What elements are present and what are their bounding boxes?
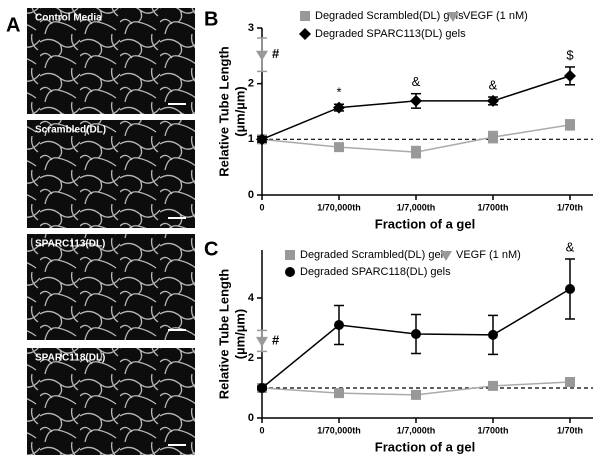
legend-label: Degraded Scrambled(DL) gels xyxy=(300,249,449,261)
marker xyxy=(256,50,268,61)
micrograph xyxy=(27,120,195,228)
y-axis-label: Relative Tube Length xyxy=(216,269,231,400)
legend-label: VEGF (1 nM) xyxy=(456,249,521,261)
annotation: # xyxy=(272,332,280,347)
image-label: SPARC113(DL) xyxy=(35,239,105,250)
marker xyxy=(565,284,575,294)
marker xyxy=(299,28,311,40)
marker xyxy=(411,389,421,400)
marker xyxy=(300,11,310,21)
legend-label: Degraded Scrambled(DL) gels xyxy=(315,10,464,22)
marker xyxy=(411,147,421,158)
annotation: * xyxy=(336,85,341,100)
marker xyxy=(488,132,498,143)
x-tick-label: 1/70,000th xyxy=(317,202,361,212)
panel-label: C xyxy=(204,238,218,260)
marker xyxy=(334,320,344,330)
marker xyxy=(487,94,499,107)
x-tick-label: 1/7,000th xyxy=(397,425,436,435)
y-tick-label: 2 xyxy=(248,352,254,364)
annotation: $ xyxy=(566,47,574,62)
x-axis-label: Fraction of a gel xyxy=(375,439,475,454)
image-label: SPARC118(DL) xyxy=(35,353,105,364)
x-tick-label: 0 xyxy=(259,425,264,435)
marker xyxy=(256,133,268,146)
image-label: Control Media xyxy=(35,13,102,24)
micrograph xyxy=(27,234,195,340)
image-label: Scrambled(DL) xyxy=(35,125,106,136)
marker xyxy=(334,388,344,399)
y-axis-label: Relative Tube Length xyxy=(216,46,231,177)
marker xyxy=(333,101,345,114)
annotation: & xyxy=(489,77,498,92)
y-tick-label: 0 xyxy=(248,412,254,424)
x-axis-label: Fraction of a gel xyxy=(375,216,475,231)
annotation: # xyxy=(272,46,280,61)
marker xyxy=(410,94,422,107)
marker xyxy=(565,377,575,387)
x-tick-label: 1/700th xyxy=(477,202,508,212)
marker xyxy=(488,380,498,391)
legend-label: VEGF (1 nM) xyxy=(463,10,528,22)
annotation: & xyxy=(566,239,575,254)
y-axis-label: (µm/µm) xyxy=(232,309,247,359)
marker xyxy=(488,329,498,340)
micrograph xyxy=(27,348,195,455)
x-tick-label: 0 xyxy=(259,202,264,212)
marker xyxy=(285,250,295,260)
annotation: & xyxy=(412,74,421,89)
marker xyxy=(565,119,575,130)
y-tick-label: 0 xyxy=(248,189,254,201)
marker xyxy=(334,142,344,153)
x-tick-label: 1/7,000th xyxy=(397,202,436,212)
x-tick-label: 1/70,000th xyxy=(317,425,361,435)
micrograph xyxy=(27,8,195,114)
marker xyxy=(256,336,268,347)
x-tick-label: 1/70th xyxy=(557,425,583,435)
legend-label: Degraded SPARC118(DL) gels xyxy=(300,266,451,278)
marker xyxy=(285,267,295,277)
y-axis-label: (µm/µm) xyxy=(232,86,247,136)
marker xyxy=(440,251,452,261)
panel-label: B xyxy=(204,8,218,30)
marker xyxy=(411,329,421,339)
y-tick-label: 1 xyxy=(248,133,254,145)
panel-label: A xyxy=(6,14,20,36)
legend-label: Degraded SPARC113(DL) gels xyxy=(315,28,466,40)
x-tick-label: 1/70th xyxy=(557,202,583,212)
y-tick-label: 4 xyxy=(248,292,255,304)
y-tick-label: 3 xyxy=(248,22,254,34)
y-tick-label: 2 xyxy=(248,78,254,90)
x-tick-label: 1/700th xyxy=(477,425,508,435)
marker xyxy=(447,12,459,22)
marker xyxy=(564,69,576,82)
marker xyxy=(257,383,267,393)
